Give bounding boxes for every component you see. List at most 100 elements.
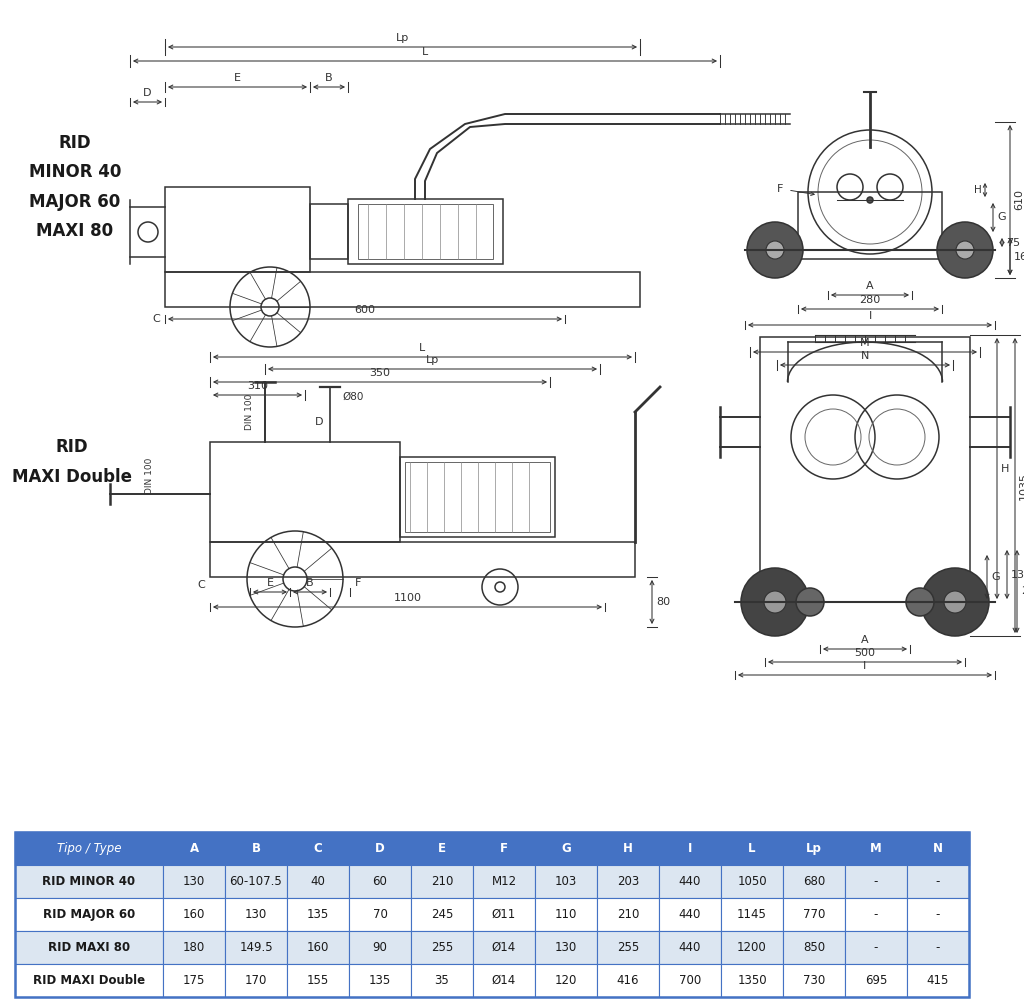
Text: D: D xyxy=(375,842,385,855)
Text: M: M xyxy=(870,842,882,855)
Text: Lp: Lp xyxy=(396,33,410,43)
Bar xyxy=(349,865,411,898)
Text: 245: 245 xyxy=(431,908,454,921)
Bar xyxy=(163,964,225,997)
Bar xyxy=(163,865,225,898)
Bar xyxy=(348,199,503,264)
Text: F: F xyxy=(355,578,361,588)
Bar xyxy=(358,204,493,259)
Bar xyxy=(783,865,845,898)
Text: 35: 35 xyxy=(434,974,450,987)
Text: 730: 730 xyxy=(803,974,825,987)
Bar xyxy=(406,462,550,532)
Circle shape xyxy=(746,222,803,278)
Text: 40: 40 xyxy=(310,875,326,888)
Text: 610: 610 xyxy=(1014,189,1024,210)
Text: G: G xyxy=(561,842,570,855)
Bar xyxy=(659,898,721,931)
Text: 600: 600 xyxy=(354,305,376,315)
Bar xyxy=(845,964,907,997)
Circle shape xyxy=(944,591,966,613)
Text: H: H xyxy=(623,842,633,855)
Bar xyxy=(783,832,845,865)
Text: 130: 130 xyxy=(1011,570,1024,579)
Bar xyxy=(411,931,473,964)
Bar xyxy=(411,832,473,865)
Bar xyxy=(349,964,411,997)
Text: -: - xyxy=(936,908,940,921)
Text: -: - xyxy=(936,875,940,888)
Text: RID MAJOR 60: RID MAJOR 60 xyxy=(43,908,135,921)
Text: DIN 100: DIN 100 xyxy=(245,394,254,430)
Text: 70: 70 xyxy=(373,908,387,921)
Bar xyxy=(163,931,225,964)
Bar xyxy=(473,898,535,931)
Bar xyxy=(349,898,411,931)
Text: 280: 280 xyxy=(859,295,881,305)
Text: 350: 350 xyxy=(370,368,390,378)
Text: Lp: Lp xyxy=(806,842,822,855)
Bar xyxy=(845,832,907,865)
Text: 130: 130 xyxy=(555,941,578,954)
Text: 440: 440 xyxy=(679,875,701,888)
Text: L: L xyxy=(420,343,426,353)
Text: 770: 770 xyxy=(803,908,825,921)
Text: RID
MAXI Double: RID MAXI Double xyxy=(12,438,132,485)
Circle shape xyxy=(867,197,873,203)
Text: 130: 130 xyxy=(245,908,267,921)
Bar xyxy=(721,931,783,964)
Bar xyxy=(225,832,287,865)
Bar xyxy=(845,865,907,898)
Text: Tipo / Type: Tipo / Type xyxy=(56,842,121,855)
Bar xyxy=(349,832,411,865)
Text: 175: 175 xyxy=(183,974,205,987)
Bar xyxy=(165,187,310,272)
Bar xyxy=(287,865,349,898)
Text: 110: 110 xyxy=(555,908,578,921)
Text: B: B xyxy=(326,73,333,83)
Text: 700: 700 xyxy=(679,974,701,987)
Bar xyxy=(225,898,287,931)
Text: F: F xyxy=(500,842,508,855)
Text: 80: 80 xyxy=(656,597,670,607)
Text: D: D xyxy=(315,417,324,427)
Text: B: B xyxy=(306,578,313,588)
Text: A: A xyxy=(866,281,873,291)
Bar xyxy=(287,931,349,964)
Bar xyxy=(400,457,555,537)
Text: 255: 255 xyxy=(616,941,639,954)
Text: 135: 135 xyxy=(369,974,391,987)
Bar xyxy=(783,931,845,964)
Text: 160: 160 xyxy=(183,908,205,921)
Bar xyxy=(310,204,348,259)
Bar xyxy=(798,192,942,259)
Bar xyxy=(907,865,969,898)
Text: L: L xyxy=(749,842,756,855)
Text: 203: 203 xyxy=(616,875,639,888)
Bar xyxy=(15,964,163,997)
Circle shape xyxy=(741,568,809,636)
Bar xyxy=(659,931,721,964)
Text: 1050: 1050 xyxy=(737,875,767,888)
Text: 500: 500 xyxy=(854,648,876,658)
Text: 165: 165 xyxy=(1014,252,1024,262)
Bar xyxy=(210,542,635,577)
Text: 1145: 1145 xyxy=(737,908,767,921)
Bar xyxy=(225,931,287,964)
Bar xyxy=(907,964,969,997)
Text: 695: 695 xyxy=(865,974,887,987)
Bar xyxy=(597,832,659,865)
Bar xyxy=(411,865,473,898)
Bar xyxy=(15,931,163,964)
Bar xyxy=(349,931,411,964)
Text: 1350: 1350 xyxy=(737,974,767,987)
Text: 270: 270 xyxy=(1021,586,1024,596)
Circle shape xyxy=(796,588,824,616)
Text: Ø14: Ø14 xyxy=(492,974,516,987)
Bar xyxy=(535,898,597,931)
Text: 440: 440 xyxy=(679,908,701,921)
Text: E: E xyxy=(438,842,446,855)
Bar xyxy=(721,865,783,898)
Text: E: E xyxy=(234,73,241,83)
Text: 1035: 1035 xyxy=(1019,471,1024,499)
